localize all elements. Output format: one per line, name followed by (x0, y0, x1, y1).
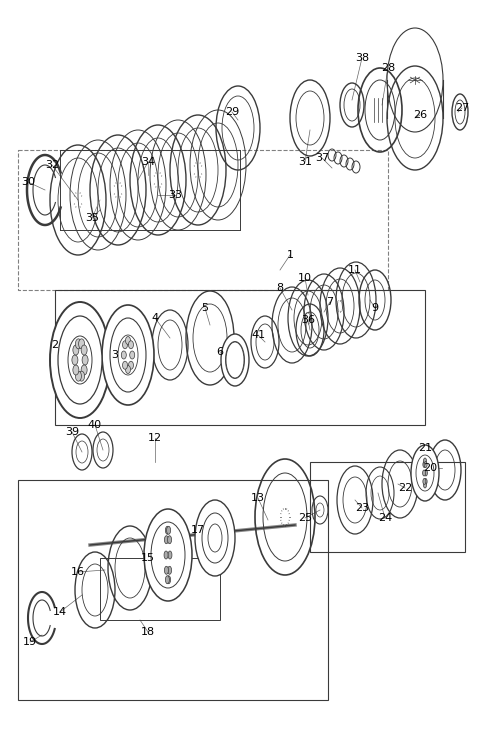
Text: 9: 9 (372, 303, 379, 313)
Ellipse shape (168, 536, 171, 544)
Text: 15: 15 (141, 553, 155, 563)
Text: 11: 11 (348, 265, 362, 275)
Ellipse shape (423, 482, 427, 488)
Text: 12: 12 (148, 433, 162, 443)
Ellipse shape (50, 302, 110, 418)
Text: 23: 23 (355, 503, 369, 513)
Text: 25: 25 (298, 513, 312, 523)
Text: 14: 14 (53, 607, 67, 617)
Text: 27: 27 (455, 103, 469, 113)
Bar (310, 462, 465, 552)
Text: 31: 31 (298, 157, 312, 167)
Text: 28: 28 (381, 63, 395, 73)
Text: 6: 6 (216, 347, 224, 357)
Ellipse shape (422, 470, 426, 476)
Ellipse shape (423, 458, 427, 464)
Ellipse shape (167, 576, 170, 584)
Text: 32: 32 (45, 160, 59, 170)
Ellipse shape (423, 461, 426, 468)
Ellipse shape (81, 365, 87, 375)
Text: 24: 24 (378, 513, 392, 523)
Ellipse shape (166, 526, 169, 534)
Ellipse shape (58, 316, 102, 404)
Bar (100, 558, 220, 620)
Ellipse shape (125, 366, 131, 374)
Ellipse shape (72, 355, 78, 365)
Text: 19: 19 (23, 637, 37, 647)
Text: 41: 41 (251, 330, 265, 340)
Ellipse shape (168, 551, 172, 559)
Text: 1: 1 (287, 250, 293, 260)
Ellipse shape (208, 524, 222, 552)
Text: 8: 8 (276, 283, 284, 293)
Ellipse shape (168, 567, 171, 575)
Ellipse shape (122, 341, 128, 349)
Text: 26: 26 (413, 110, 427, 120)
Text: 20: 20 (423, 463, 437, 473)
Ellipse shape (166, 576, 169, 584)
Text: 4: 4 (151, 313, 158, 323)
Ellipse shape (75, 339, 82, 349)
Text: 38: 38 (355, 53, 369, 63)
Ellipse shape (411, 445, 439, 501)
Ellipse shape (75, 371, 82, 381)
Ellipse shape (221, 334, 249, 386)
Text: 30: 30 (21, 177, 35, 187)
Bar (18, 480, 328, 700)
Ellipse shape (110, 318, 146, 392)
Text: 7: 7 (326, 297, 334, 307)
Ellipse shape (79, 339, 84, 349)
Text: 22: 22 (398, 483, 412, 493)
Ellipse shape (229, 348, 241, 372)
Ellipse shape (424, 461, 427, 468)
Ellipse shape (125, 336, 131, 344)
Text: 2: 2 (51, 340, 59, 350)
Text: 13: 13 (251, 493, 265, 503)
Ellipse shape (68, 336, 92, 384)
Ellipse shape (165, 567, 168, 575)
Ellipse shape (164, 551, 168, 559)
Text: 10: 10 (298, 273, 312, 283)
Text: 39: 39 (65, 427, 79, 437)
Text: 33: 33 (168, 190, 182, 200)
Ellipse shape (129, 341, 133, 349)
Ellipse shape (73, 345, 79, 355)
Text: 35: 35 (85, 213, 99, 223)
Ellipse shape (82, 355, 88, 365)
Ellipse shape (73, 365, 79, 375)
Text: 16: 16 (71, 567, 85, 577)
Ellipse shape (225, 341, 245, 379)
Ellipse shape (102, 305, 154, 405)
Ellipse shape (416, 455, 434, 491)
Text: 36: 36 (301, 315, 315, 325)
Text: 40: 40 (88, 420, 102, 430)
Ellipse shape (167, 526, 170, 534)
Ellipse shape (130, 351, 135, 359)
Text: 37: 37 (315, 153, 329, 163)
Ellipse shape (129, 361, 133, 369)
Text: 5: 5 (202, 303, 208, 313)
Ellipse shape (118, 335, 138, 375)
Bar (55, 290, 425, 425)
Ellipse shape (122, 361, 128, 369)
Ellipse shape (165, 536, 168, 544)
Ellipse shape (424, 479, 427, 485)
Text: 17: 17 (191, 525, 205, 535)
Ellipse shape (81, 345, 87, 355)
Ellipse shape (202, 513, 228, 563)
Ellipse shape (226, 342, 244, 378)
Ellipse shape (79, 371, 84, 381)
Ellipse shape (423, 479, 426, 485)
Text: 3: 3 (111, 350, 119, 360)
Text: 29: 29 (225, 107, 239, 117)
Text: 21: 21 (418, 443, 432, 453)
Ellipse shape (424, 470, 427, 476)
Ellipse shape (121, 351, 126, 359)
Ellipse shape (195, 500, 235, 576)
Ellipse shape (151, 522, 185, 588)
Text: 18: 18 (141, 627, 155, 637)
Text: 34: 34 (141, 157, 155, 167)
Ellipse shape (144, 509, 192, 601)
